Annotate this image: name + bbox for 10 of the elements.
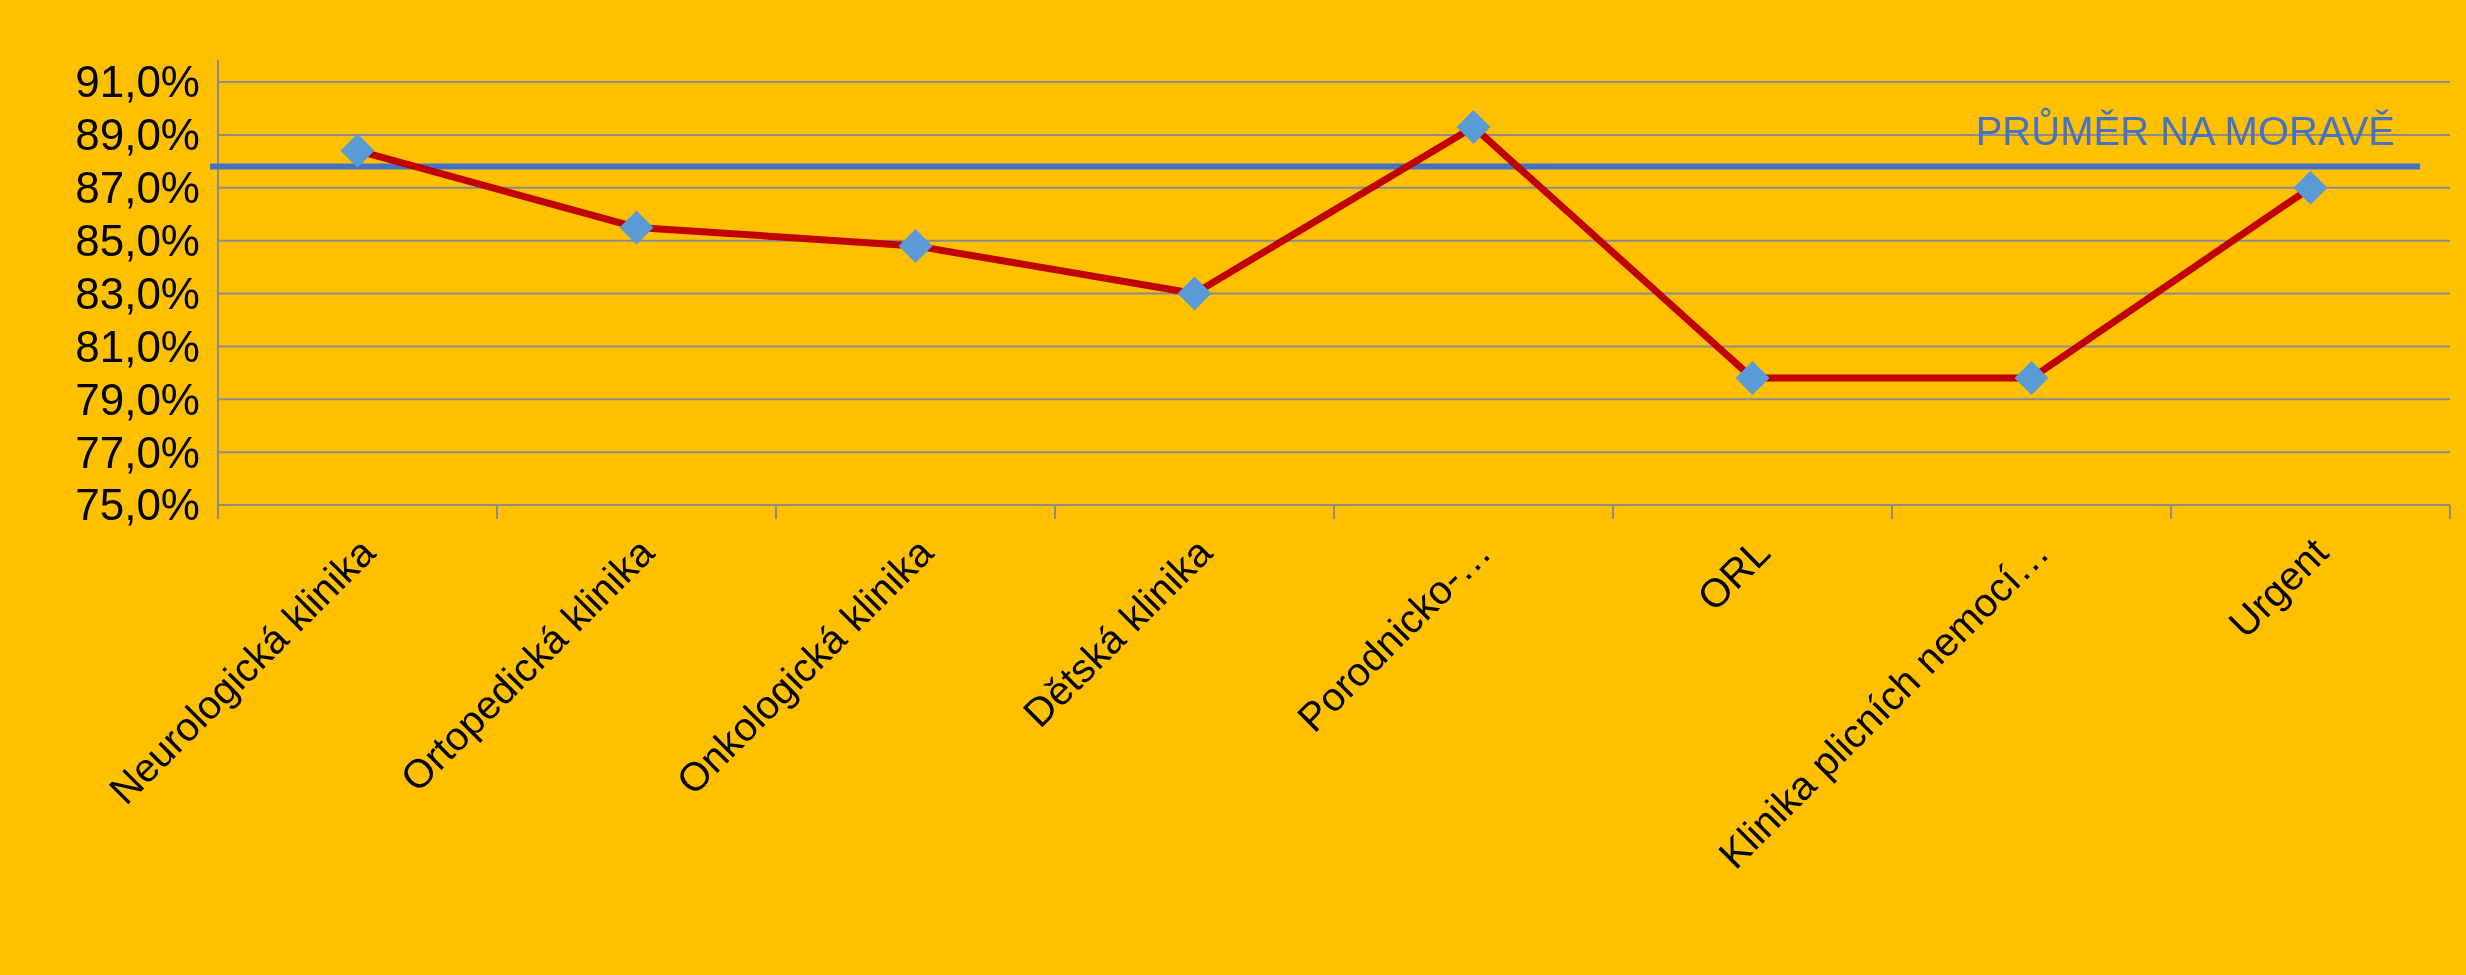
y-tick-label: 79,0%	[75, 374, 200, 424]
y-tick-label: 75,0%	[75, 480, 200, 530]
y-tick-label: 87,0%	[75, 163, 200, 213]
y-tick-label: 81,0%	[75, 321, 200, 371]
y-tick-label: 89,0%	[75, 110, 200, 160]
x-tick-label: ORL	[1688, 529, 1779, 619]
y-tick-label: 83,0%	[75, 268, 200, 318]
y-tick-label: 77,0%	[75, 427, 200, 477]
y-tick-label: 91,0%	[75, 57, 200, 107]
y-tick-label: 85,0%	[75, 216, 200, 266]
